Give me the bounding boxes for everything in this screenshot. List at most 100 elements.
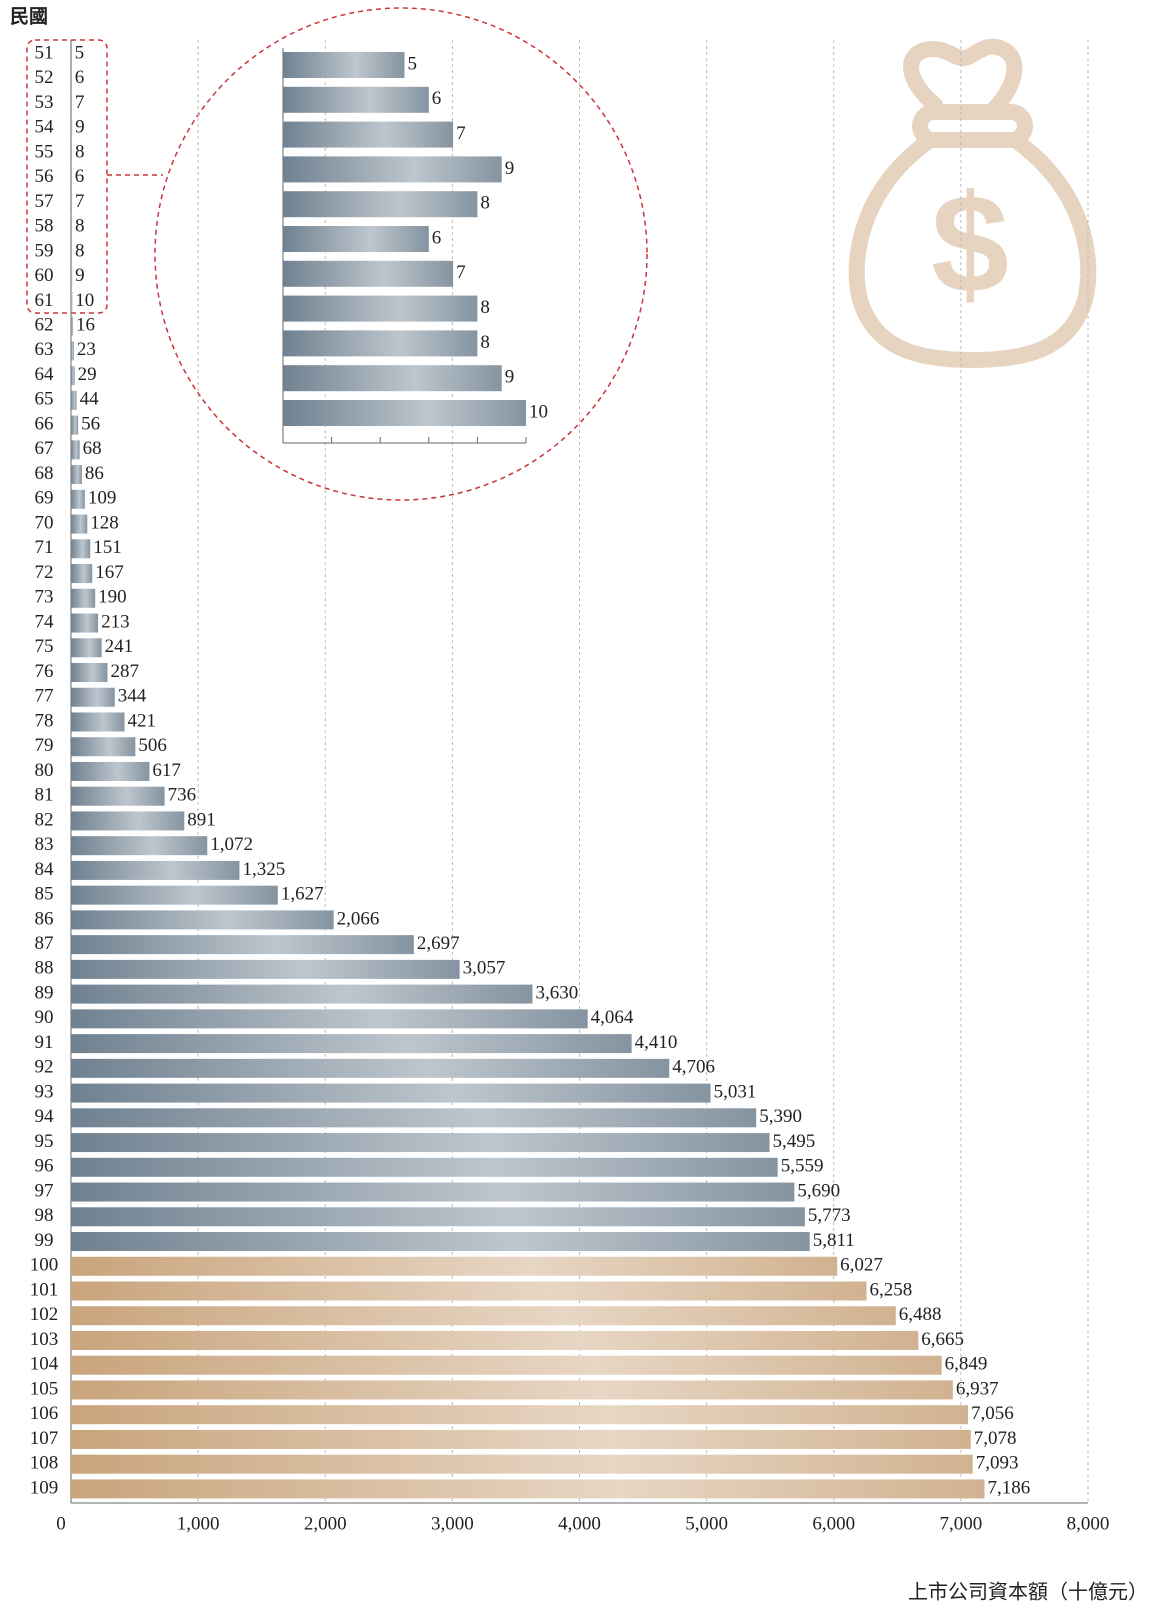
inset-bar — [283, 156, 502, 183]
bar — [71, 1454, 973, 1474]
y-tick-label: 56 — [35, 166, 54, 187]
bar — [71, 663, 108, 682]
value-label: 68 — [83, 438, 102, 459]
inset-bar — [283, 295, 478, 322]
y-tick-label: 90 — [35, 1007, 54, 1028]
inset-bar — [283, 226, 429, 252]
value-label: 6,027 — [840, 1255, 883, 1276]
bar — [71, 1256, 838, 1276]
y-tick-label: 69 — [35, 488, 54, 509]
bar — [71, 1380, 953, 1400]
y-tick-label: 94 — [35, 1106, 55, 1127]
inset-value-label: 8 — [480, 297, 490, 318]
bar — [71, 44, 72, 64]
y-tick-label: 72 — [35, 562, 54, 583]
bar — [71, 267, 73, 287]
value-label: 128 — [90, 512, 119, 533]
bar — [71, 489, 85, 509]
value-label: 23 — [77, 339, 96, 360]
inset-value-label: 9 — [505, 158, 515, 179]
y-tick-label: 57 — [35, 191, 54, 212]
bar — [71, 1108, 757, 1128]
bar — [71, 1355, 942, 1375]
y-tick-label: 65 — [35, 389, 54, 410]
y-tick-label: 58 — [35, 216, 54, 237]
bar — [71, 885, 278, 905]
x-tick-label: 3,000 — [431, 1513, 474, 1534]
bar — [71, 217, 73, 237]
bar — [71, 935, 414, 955]
y-tick-label: 77 — [35, 686, 54, 707]
inset-value-label: 9 — [505, 367, 515, 388]
zoom-box — [26, 39, 108, 314]
y-tick-label: 95 — [35, 1131, 54, 1152]
bar — [71, 1207, 805, 1227]
bar — [71, 1009, 588, 1029]
bar — [71, 539, 91, 559]
bar — [71, 564, 93, 584]
bar — [71, 118, 73, 138]
value-label: 1,325 — [242, 859, 285, 880]
y-tick-label: 82 — [35, 809, 54, 830]
y-tick-label: 101 — [30, 1279, 59, 1300]
value-label: 8 — [75, 141, 85, 162]
value-label: 736 — [168, 785, 197, 806]
y-tick-label: 64 — [35, 364, 55, 385]
y-tick-label: 105 — [30, 1378, 59, 1399]
y-tick-label: 66 — [35, 413, 54, 434]
dollar-icon: $ — [931, 165, 1009, 322]
value-label: 6,488 — [899, 1304, 942, 1325]
bar — [71, 1281, 867, 1301]
bar — [71, 737, 136, 757]
y-tick-label: 60 — [35, 265, 54, 286]
bar — [71, 1182, 795, 1202]
bar — [71, 192, 72, 212]
y-tick-label: 108 — [30, 1453, 59, 1474]
y-tick-label: 100 — [30, 1255, 59, 1276]
value-label: 213 — [101, 611, 130, 632]
inset-bar — [283, 400, 526, 426]
value-label: 7,186 — [988, 1477, 1031, 1498]
inset-value-label: 6 — [432, 88, 442, 109]
inset-value-label: 7 — [456, 262, 466, 283]
y-tick-label: 109 — [30, 1477, 59, 1498]
x-tick-label: 0 — [56, 1513, 66, 1534]
value-label: 1,072 — [210, 834, 253, 855]
y-tick-label: 91 — [35, 1032, 54, 1053]
y-tick-label: 63 — [35, 339, 54, 360]
bar — [71, 984, 533, 1004]
bar — [71, 811, 185, 831]
y-tick-label: 71 — [35, 537, 54, 558]
bar — [71, 712, 125, 732]
value-label: 241 — [105, 636, 133, 657]
value-label: 5,031 — [714, 1081, 757, 1102]
bar — [71, 860, 240, 880]
x-tick-label: 8,000 — [1067, 1513, 1110, 1534]
value-label: 1,627 — [281, 884, 324, 905]
bar — [71, 1232, 810, 1252]
x-tick-label: 7,000 — [940, 1513, 983, 1534]
inset-value-label: 10 — [529, 401, 548, 422]
x-tick-label: 6,000 — [812, 1513, 855, 1534]
value-label: 7,078 — [974, 1428, 1017, 1449]
value-label: 8 — [75, 216, 85, 237]
value-label: 86 — [85, 463, 104, 484]
y-tick-label: 81 — [35, 785, 54, 806]
y-tick-label: 83 — [35, 834, 54, 855]
value-label: 5 — [75, 42, 85, 63]
bar — [71, 836, 208, 856]
y-tick-label: 70 — [35, 512, 54, 533]
bar — [71, 1133, 770, 1153]
value-label: 5,495 — [773, 1131, 816, 1152]
y-tick-label: 76 — [35, 661, 54, 682]
y-tick-label: 102 — [30, 1304, 59, 1325]
value-label: 7,056 — [971, 1403, 1014, 1424]
value-label: 2,066 — [337, 908, 380, 929]
y-tick-label: 67 — [35, 438, 54, 459]
bar — [71, 341, 74, 361]
y-tick-label: 92 — [35, 1057, 54, 1078]
bar — [71, 1330, 919, 1350]
y-tick-label: 62 — [35, 314, 54, 335]
value-label: 6 — [75, 67, 85, 88]
